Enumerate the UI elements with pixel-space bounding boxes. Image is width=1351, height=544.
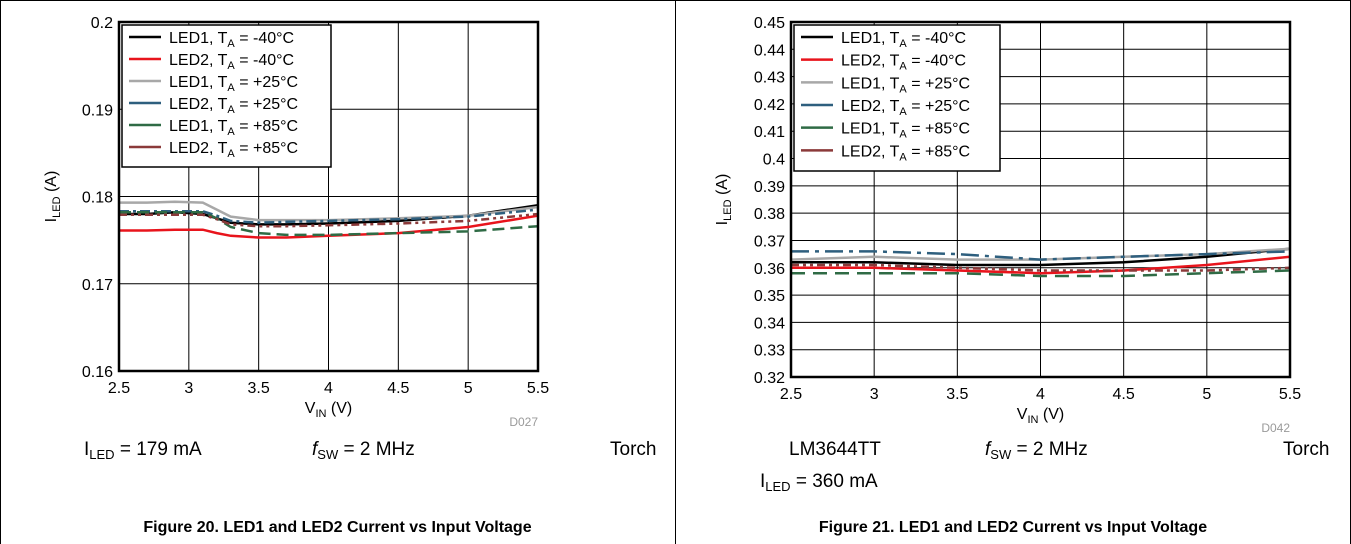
- y-tick-label: 0.17: [82, 277, 113, 294]
- plot-frame: [789, 20, 1292, 379]
- y-tick-label: 0.33: [754, 343, 785, 360]
- y-tick-label: 0.4: [763, 152, 785, 169]
- x-tick-label: 5.5: [1279, 386, 1301, 403]
- mode-condition-left: Torch: [610, 439, 657, 460]
- series-line-4: [791, 250, 1291, 261]
- x-axis-label: VIN (V): [305, 400, 352, 420]
- y-tick-label: 0.39: [754, 179, 785, 196]
- x-tick-label: 4.5: [387, 380, 409, 397]
- x-tick-label: 5: [464, 380, 473, 397]
- series-line-4: [119, 208, 539, 224]
- x-tick-label: 4: [1036, 386, 1045, 403]
- series-line-5: [791, 269, 1291, 278]
- y-tick-label: 0.45: [754, 15, 785, 32]
- x-tick-label: 2.5: [780, 386, 802, 403]
- iled-condition-left: ILED = 179 mA: [84, 439, 202, 462]
- y-tick-label: 0.41: [754, 124, 785, 141]
- fsw-condition-right: fSW = 2 MHz: [985, 439, 1088, 462]
- x-tick-label: 4.5: [1113, 386, 1135, 403]
- y-tick-label: 0.35: [754, 288, 785, 305]
- legend-label: LED1, TA = -40°C: [841, 30, 966, 50]
- series-line-5: [119, 210, 539, 237]
- left-border: [0, 0, 1, 544]
- chart-1: 2.5 3 3.5 4 4.5 5 5.5 0.16 0.17 0.18 0.19 0.2 LED1, …: [43, 15, 549, 429]
- legend-box: [793, 24, 1001, 172]
- legend-label: LED1, TA = +25°C: [169, 74, 298, 94]
- y-tick-label: 0.34: [754, 315, 785, 332]
- legend-label: LED1, TA = +85°C: [841, 121, 970, 141]
- y-axis-label: ILED (A): [714, 174, 734, 226]
- series-line-2: [791, 255, 1291, 275]
- y-tick-label: 0.38: [754, 206, 785, 223]
- x-axis-label: VIN (V): [1017, 406, 1064, 426]
- y-axis-label: ILED (A): [43, 171, 63, 223]
- series-line-6: [119, 212, 539, 228]
- center-divider: [675, 0, 676, 544]
- legend-label: LED2, TA = +85°C: [841, 143, 970, 163]
- series-line-6: [791, 263, 1291, 272]
- figure-caption-right: Figure 21. LED1 and LED2 Current vs Inpu…: [818, 519, 1208, 536]
- x-tick-label: 3: [184, 380, 193, 397]
- y-tick-label: 0.37: [754, 233, 785, 250]
- x-tick-label: 5.5: [527, 380, 549, 397]
- y-tick-label: 0.43: [754, 70, 785, 87]
- plot-frame: [117, 20, 540, 373]
- x-tick-label: 2.5: [108, 380, 130, 397]
- y-tick-label: 0.42: [754, 97, 785, 114]
- y-tick-label: 0.18: [82, 190, 113, 207]
- legend-label: LED2, TA = -40°C: [841, 53, 966, 73]
- x-tick-label: 4: [324, 380, 333, 397]
- mode-condition-right: Torch: [1283, 439, 1330, 460]
- figure-code: D027: [509, 415, 538, 429]
- series-line-3: [119, 200, 539, 222]
- device-condition-right: LM3644TT: [789, 439, 881, 460]
- y-tick-label: 0.44: [754, 42, 785, 59]
- y-tick-label: 0.36: [754, 261, 785, 278]
- iled-condition-right: ILED = 360 mA: [760, 471, 878, 494]
- legend-box: [121, 24, 332, 168]
- x-tick-label: 3.5: [248, 380, 270, 397]
- y-tick-label: 0.16: [82, 364, 113, 381]
- legend-label: LED1, TA = +25°C: [841, 75, 970, 95]
- y-tick-label: 0.2: [91, 15, 113, 32]
- series-line-1: [791, 247, 1291, 267]
- x-tick-label: 5: [1202, 386, 1211, 403]
- fsw-condition-left: fSW = 2 MHz: [312, 439, 415, 462]
- legend-label: LED2, TA = +25°C: [841, 98, 970, 118]
- figure-code: D042: [1261, 421, 1290, 435]
- x-tick-label: 3: [870, 386, 879, 403]
- y-tick-label: 0.32: [754, 370, 785, 387]
- chart-2: 2.5 3 3.5 4 4.5 5 5.5 0.32 0.33 0.34 0.35 0.36 0.37 0…: [714, 15, 1301, 435]
- legend-label: LED2, TA = -40°C: [169, 52, 294, 72]
- legend-label: LED2, TA = +25°C: [169, 96, 298, 116]
- x-tick-label: 3.5: [946, 386, 968, 403]
- y-tick-label: 0.19: [82, 102, 113, 119]
- legend-label: LED1, TA = +85°C: [169, 118, 298, 138]
- figure-caption-left: Figure 20. LED1 and LED2 Current vs Inpu…: [143, 519, 532, 536]
- legend-label: LED2, TA = +85°C: [169, 140, 298, 160]
- legend-label: LED1, TA = -40°C: [169, 30, 294, 50]
